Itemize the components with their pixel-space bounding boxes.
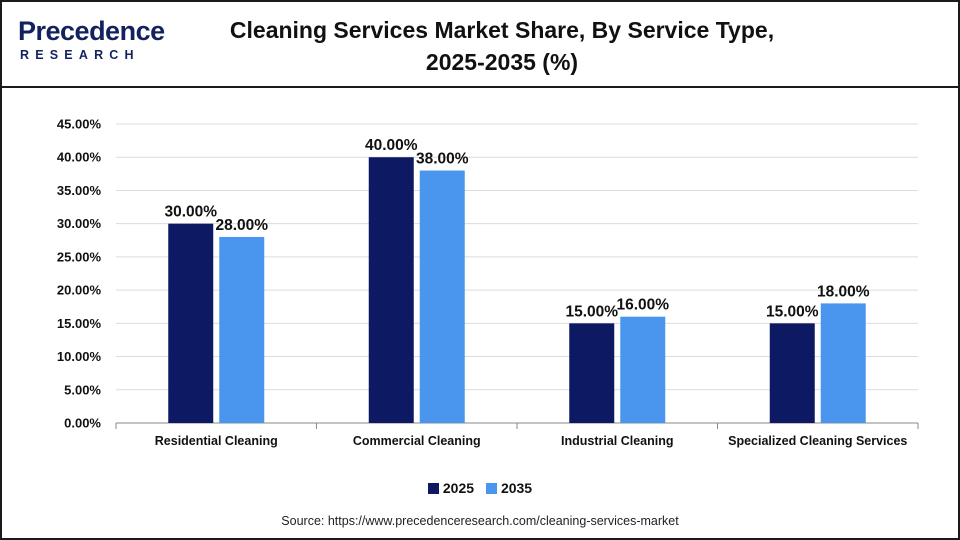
logo-subtitle: RESEARCH bbox=[20, 48, 140, 62]
source-note: Source: https://www.precedenceresearch.c… bbox=[281, 514, 679, 528]
legend-label-2025: 2025 bbox=[442, 480, 475, 496]
data-label-2035: 28.00% bbox=[215, 217, 268, 234]
bar-2025 bbox=[368, 157, 414, 423]
chart-title-line2: 2025-2035 (%) bbox=[425, 49, 579, 75]
y-tick-label: 20.00% bbox=[57, 283, 102, 298]
data-label-2025: 30.00% bbox=[164, 204, 217, 221]
data-label-2025: 40.00% bbox=[365, 137, 418, 154]
data-label-2035: 38.00% bbox=[416, 151, 469, 168]
brand-logo: Precedence RESEARCH bbox=[18, 16, 168, 66]
x-category-label: Commercial Cleaning bbox=[353, 434, 481, 448]
legend-label-2035: 2035 bbox=[500, 480, 533, 496]
x-category-label: Specialized Cleaning Services bbox=[728, 434, 907, 448]
y-tick-label: 5.00% bbox=[64, 382, 101, 397]
chart-title-line1: Cleaning Services Market Share, By Servi… bbox=[229, 17, 775, 43]
y-tick-label: 25.00% bbox=[57, 249, 102, 264]
bar-2035 bbox=[219, 236, 265, 423]
y-tick-label: 45.00% bbox=[57, 117, 102, 132]
y-tick-label: 15.00% bbox=[57, 316, 102, 331]
legend-swatch-2025 bbox=[427, 482, 439, 494]
logo-word: Precedence bbox=[18, 16, 165, 46]
x-category-label: Industrial Cleaning bbox=[561, 434, 674, 448]
bar-2035 bbox=[820, 303, 866, 423]
x-axis: Residential Cleaning Commercial Cleaning I… bbox=[115, 423, 919, 448]
data-label-2035: 18.00% bbox=[817, 283, 870, 300]
y-tick-label: 10.00% bbox=[57, 349, 102, 364]
y-tick-label: 35.00% bbox=[57, 183, 102, 198]
legend-item-2025: 2025 bbox=[427, 480, 475, 496]
header-divider bbox=[2, 86, 958, 88]
data-label-2025: 15.00% bbox=[565, 303, 618, 320]
legend-swatch-2035 bbox=[485, 482, 497, 494]
bars: 30.00%28.00%40.00%38.00%15.00%16.00% 15.0… bbox=[164, 137, 870, 423]
bar-2025 bbox=[569, 323, 615, 423]
legend: 2025 2035 bbox=[2, 480, 958, 497]
y-tick-label: 30.00% bbox=[57, 216, 102, 231]
y-axis: 0.00% 5.00% 10.00% 15.00% 20.00% 25.00% 30.00%… bbox=[57, 117, 102, 431]
x-category-label: Residential Cleaning bbox=[155, 434, 278, 448]
bar-2035 bbox=[419, 170, 465, 423]
bar-2025 bbox=[168, 223, 214, 423]
bar-2035 bbox=[620, 316, 666, 423]
header: Precedence RESEARCH Cleaning Services Ma… bbox=[2, 2, 958, 86]
y-tick-label: 40.00% bbox=[57, 150, 102, 165]
data-label-2035: 16.00% bbox=[616, 297, 669, 314]
bar-chart: 0.00% 5.00% 10.00% 15.00% 20.00% 25.00% 30.00%… bbox=[57, 117, 919, 448]
legend-item-2035: 2035 bbox=[485, 480, 533, 496]
y-tick-label: 0.00% bbox=[64, 416, 101, 431]
chart-title: Cleaning Services Market Share, By Servi… bbox=[222, 14, 782, 78]
data-label-2025: 15.00% bbox=[766, 303, 819, 320]
bar-2025 bbox=[769, 323, 815, 423]
